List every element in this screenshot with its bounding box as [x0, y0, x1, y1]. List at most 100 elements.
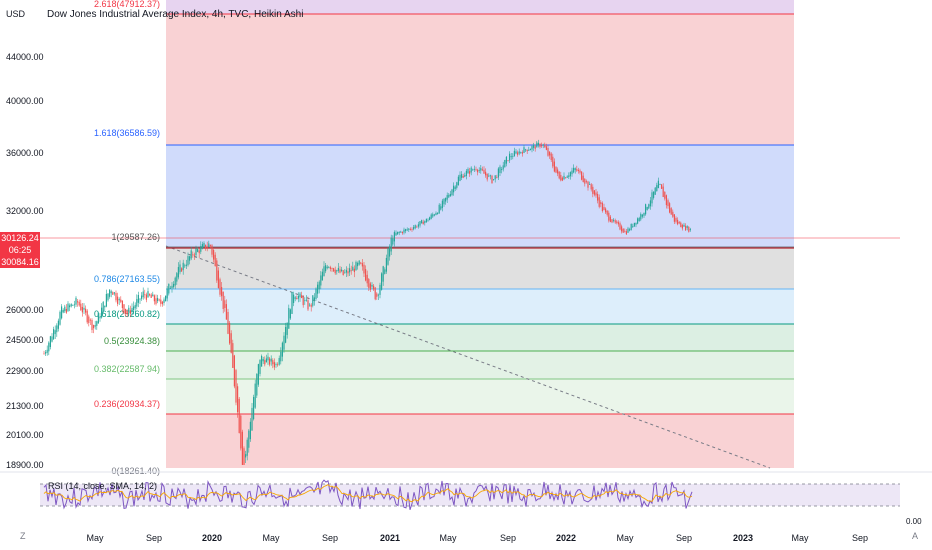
candle-body — [126, 311, 128, 315]
auto-scale-button[interactable]: A — [912, 531, 919, 541]
candle-body — [582, 175, 584, 183]
candle-body — [443, 198, 445, 205]
candle-body — [310, 304, 312, 307]
candle-body — [689, 229, 691, 231]
timezone-button[interactable]: Z — [20, 531, 26, 541]
rsi-legend[interactable]: RSI (14, close, SMA, 14, 2) — [48, 481, 158, 491]
candle-body — [267, 356, 269, 361]
candle-body — [72, 305, 74, 306]
candle-body — [301, 295, 303, 299]
candle-body — [142, 291, 144, 298]
candle-body — [678, 222, 680, 224]
candle-body — [664, 191, 666, 199]
fib-zone-0382-05 — [166, 351, 794, 379]
candle-body — [93, 325, 95, 329]
candle-body — [139, 298, 141, 300]
candle-body — [622, 228, 624, 233]
candle-body — [589, 184, 591, 185]
candle-body — [526, 149, 528, 152]
candle-body — [368, 279, 370, 288]
candle-body — [216, 260, 218, 281]
candle-body — [249, 421, 251, 440]
candle-body — [94, 325, 96, 327]
candle-body — [232, 343, 234, 368]
candle-body — [261, 356, 263, 367]
candle-body — [281, 342, 283, 357]
candle-body — [123, 304, 125, 314]
candle-body — [585, 181, 587, 183]
candle-body — [46, 349, 48, 353]
candle-body — [598, 197, 600, 207]
candle-body — [181, 268, 183, 272]
chart-title[interactable]: Dow Jones Industrial Average Index, 4h, … — [47, 9, 304, 20]
candle-body — [358, 260, 360, 265]
price-axis-label: 21300.00 — [6, 401, 44, 411]
candle-body — [501, 169, 503, 170]
candle-body — [630, 223, 632, 230]
candle-body — [462, 175, 464, 178]
candle-body — [158, 299, 160, 301]
candle-body — [107, 293, 109, 301]
candle-body — [517, 152, 519, 155]
candle-body — [83, 307, 85, 310]
candle-body — [147, 291, 149, 298]
candle-body — [257, 364, 259, 385]
candle-body — [99, 316, 101, 319]
candle-body — [477, 169, 479, 173]
candle-body — [401, 232, 403, 234]
candle-body — [169, 287, 171, 289]
candle-body — [661, 184, 663, 189]
rsi-pane[interactable] — [0, 471, 932, 510]
candle-body — [613, 219, 615, 221]
candle-body — [449, 193, 451, 197]
candle-body — [45, 352, 47, 354]
candle-body — [531, 146, 533, 150]
candle-body — [619, 223, 621, 230]
candle-body — [409, 229, 411, 230]
candle-body — [632, 225, 634, 227]
candle-body — [558, 171, 560, 179]
candle-body — [621, 226, 623, 232]
candle-body — [593, 190, 595, 195]
price-axis[interactable]: 44000.00 40000.00 36000.00 32000.00 2600… — [6, 52, 44, 470]
candle-body — [137, 295, 139, 303]
candle-body — [285, 327, 287, 343]
fib-label-0236: 0.236(20934.37) — [94, 399, 160, 409]
price-axis-label: 26000.00 — [6, 305, 44, 315]
candle-body — [641, 214, 643, 217]
candle-body — [473, 168, 475, 170]
candle-body — [118, 298, 120, 301]
candle-body — [561, 177, 563, 181]
time-axis[interactable]: May Sep 2020 May Sep 2021 May Sep 2022 M… — [86, 533, 868, 543]
candle-body — [488, 175, 490, 177]
candle-body — [61, 306, 63, 319]
candle-body — [182, 262, 184, 270]
candle-body — [680, 222, 682, 228]
candle-body — [384, 269, 386, 274]
candle-body — [560, 174, 562, 181]
candle-body — [326, 266, 328, 269]
candle-body — [81, 306, 83, 313]
candle-body — [78, 301, 80, 306]
candle-body — [129, 310, 131, 314]
candle-body — [496, 177, 498, 179]
candle-body — [325, 265, 327, 272]
time-axis-label: Sep — [500, 533, 516, 543]
candle-body — [465, 170, 467, 176]
candle-body — [51, 336, 53, 342]
candle-body — [669, 203, 671, 213]
candle-body — [576, 169, 578, 171]
candle-body — [648, 204, 650, 209]
time-axis-label: Sep — [852, 533, 868, 543]
candle-body — [339, 269, 341, 273]
candle-body — [91, 319, 93, 331]
candle-body — [681, 224, 683, 229]
candle-body — [371, 284, 373, 287]
candle-body — [125, 308, 127, 314]
candle-body — [601, 203, 603, 212]
candle-body — [597, 193, 599, 201]
candle-body — [155, 298, 157, 304]
candle-body — [57, 320, 59, 329]
candle-body — [235, 370, 237, 403]
